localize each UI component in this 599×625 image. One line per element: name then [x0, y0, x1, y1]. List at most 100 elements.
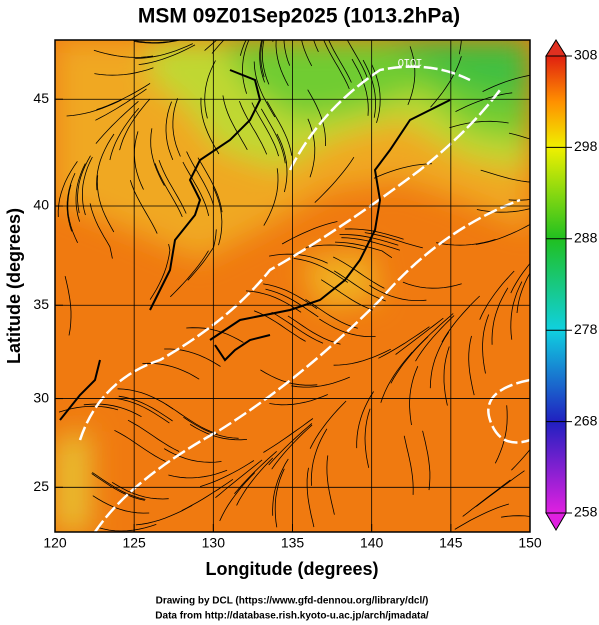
streamline — [164, 348, 221, 367]
streamline — [369, 285, 427, 301]
streamline — [402, 281, 462, 289]
streamline — [266, 101, 293, 156]
streamline — [118, 395, 173, 422]
isobar — [487, 378, 530, 444]
streamline — [253, 61, 276, 118]
y-axis-label: Latitude (degrees) — [4, 208, 24, 364]
streamline — [77, 155, 91, 214]
streamline — [306, 467, 315, 528]
x-tick-label: 145 — [439, 535, 463, 551]
streamline — [364, 232, 423, 249]
coastline — [149, 69, 262, 311]
streamline — [390, 336, 429, 384]
streamline — [186, 327, 244, 343]
x-tick-label: 130 — [202, 535, 226, 551]
streamline — [455, 92, 513, 112]
x-tick-label: 150 — [518, 535, 542, 551]
streamline — [150, 128, 165, 186]
streamline — [242, 40, 250, 94]
colorbar-tick-label: 268 — [574, 412, 598, 428]
streamline — [269, 394, 328, 406]
streamline — [92, 495, 150, 514]
streamline — [441, 295, 480, 343]
streamline — [117, 388, 174, 410]
colorbar-tick-label: 308 — [574, 47, 598, 63]
streamline — [251, 102, 279, 157]
streamline — [333, 270, 386, 302]
streamline — [333, 348, 391, 366]
streamline — [55, 277, 56, 280]
streamline — [57, 161, 78, 218]
isobar — [93, 198, 521, 532]
streamline — [138, 44, 196, 65]
streamline — [170, 250, 209, 298]
streamline — [494, 405, 508, 464]
y-tick-label: 30 — [33, 389, 49, 405]
streamline — [95, 88, 147, 121]
streamline — [165, 403, 218, 435]
streamline — [272, 458, 289, 516]
streamline — [328, 40, 352, 83]
streamline — [239, 40, 247, 56]
streamline — [449, 120, 509, 129]
streamline — [219, 472, 256, 522]
streamline — [362, 59, 377, 118]
streamline — [95, 101, 139, 144]
streamline — [346, 40, 368, 78]
streamline — [283, 40, 291, 66]
y-tick-label: 40 — [33, 197, 49, 213]
streamline — [319, 318, 376, 337]
streamline — [364, 408, 371, 468]
streamline — [119, 98, 151, 151]
streamline — [511, 448, 530, 471]
streamline — [259, 40, 265, 83]
isobar — [288, 65, 471, 171]
streamline — [475, 223, 530, 245]
streamline — [134, 40, 183, 44]
y-tick-label: 25 — [33, 478, 49, 494]
streamline — [165, 101, 174, 161]
y-tick-label: 45 — [33, 90, 49, 106]
streamline — [436, 239, 496, 246]
streamline — [82, 156, 93, 216]
streamline — [287, 315, 341, 345]
x-axis-label: Longitude (degrees) — [205, 559, 378, 579]
streamline — [479, 270, 515, 320]
streamline — [204, 60, 216, 119]
streamline — [508, 132, 530, 140]
streamline — [356, 391, 374, 449]
streamline — [422, 430, 431, 491]
coastline — [59, 359, 101, 421]
streamline — [415, 315, 455, 362]
streamline — [83, 403, 142, 418]
streamline — [109, 108, 140, 161]
streamline — [443, 346, 450, 406]
streamline — [373, 163, 432, 179]
x-tick-label: 140 — [360, 535, 384, 551]
coastlines — [59, 69, 451, 421]
streamline — [326, 455, 335, 515]
streamline — [268, 423, 313, 466]
streamline — [516, 272, 530, 314]
streamline — [307, 118, 316, 178]
credit: Data from http://database.rish.kyoto-u.a… — [155, 611, 429, 622]
streamline — [149, 244, 171, 300]
x-tick-label: 120 — [43, 535, 67, 551]
streamline — [97, 524, 157, 532]
streamline — [454, 503, 510, 530]
streamline — [491, 287, 509, 345]
streamline — [309, 400, 347, 449]
coastline — [214, 334, 271, 362]
streamline — [275, 40, 289, 86]
colorbar-max-arrow — [545, 39, 567, 57]
contour-label: 1010 — [398, 56, 422, 68]
streamline — [462, 479, 511, 517]
streamline — [129, 179, 158, 234]
streamline — [236, 457, 274, 506]
streamline — [314, 156, 355, 203]
streamline — [263, 418, 314, 453]
streamline — [429, 331, 450, 389]
streamline — [114, 429, 166, 462]
streamline — [320, 279, 373, 311]
streamline — [127, 419, 180, 452]
